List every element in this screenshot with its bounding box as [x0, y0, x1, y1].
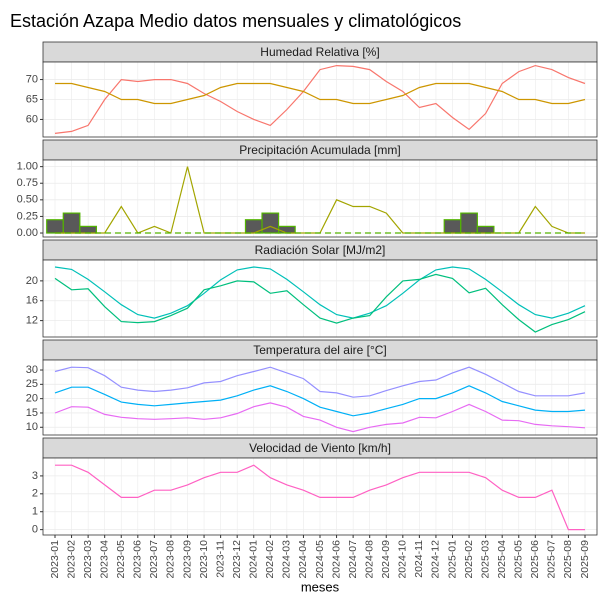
x-tick-label: 2024-06 [330, 540, 342, 579]
y-tick-label: 3 [32, 470, 38, 482]
x-tick-label: 2024-08 [363, 540, 375, 579]
x-tick-label: 2023-03 [82, 540, 94, 579]
line [54, 385, 586, 417]
bar [460, 212, 478, 234]
x-tick-label: 2023-02 [65, 540, 77, 579]
panel-title: Precipitación Acumulada [mm] [239, 143, 400, 157]
x-tick-label: 2024-01 [248, 540, 260, 579]
x-tick-label: 2024-10 [397, 540, 409, 579]
x-tick-label: 2023-05 [115, 540, 127, 579]
panel-border [42, 359, 598, 436]
x-tick-label: 2025-06 [529, 540, 541, 579]
x-tick-label: 2023-08 [165, 540, 177, 579]
y-tick-label: 15 [26, 407, 38, 419]
y-tick-label: 10 [26, 421, 38, 433]
panel-border [42, 159, 598, 238]
y-tick-label: 65 [26, 93, 38, 105]
x-tick-label: 2025-08 [562, 540, 574, 579]
panel-title: Humedad Relativa [%] [260, 45, 379, 59]
y-tick-label: 0.00 [17, 227, 38, 239]
x-axis-title: meses [301, 579, 340, 594]
y-tick-label: 70 [26, 73, 38, 85]
y-tick-label: 1.00 [17, 161, 38, 173]
x-tick-label: 2023-04 [98, 540, 110, 579]
bar [79, 225, 98, 234]
x-tick-label: 2024-09 [380, 540, 392, 579]
series-group [46, 166, 585, 234]
x-tick-label: 2025-01 [446, 540, 458, 579]
bar [62, 212, 81, 234]
x-tick-label: 2025-02 [463, 540, 475, 579]
bar [261, 212, 280, 234]
x-tick-label: 2023-07 [148, 540, 160, 579]
line [55, 464, 585, 531]
panel-border [42, 259, 598, 338]
x-tick-label: 2023-09 [181, 540, 193, 579]
x-tick-label: 2023-10 [198, 540, 210, 579]
x-tick-label: 2025-07 [546, 540, 558, 579]
panel-border [42, 61, 598, 138]
panel-title: Velocidad de Viento [km/h] [249, 441, 391, 455]
line [55, 82, 586, 105]
y-tick-label: 0 [32, 524, 38, 536]
y-tick-label: 2 [32, 488, 38, 500]
y-tick-label: 12 [26, 315, 38, 327]
y-tick-label: 0.25 [17, 210, 38, 222]
bar [476, 225, 495, 234]
x-tick-label: 2023-01 [49, 540, 61, 579]
x-tick-label: 2023-11 [214, 540, 226, 578]
x-tick-label: 2024-07 [347, 540, 359, 579]
x-tick-label: 2025-05 [513, 540, 525, 579]
x-tick-label: 2024-11 [413, 540, 425, 578]
y-tick-label: 20 [26, 275, 38, 287]
y-tick-label: 25 [26, 378, 38, 390]
y-tick-label: 0.75 [17, 177, 38, 189]
panel-title: Radiación Solar [MJ/m2] [255, 243, 386, 257]
x-tick-label: 2024-05 [314, 540, 326, 579]
y-tick-label: 20 [26, 393, 38, 405]
y-tick-label: 60 [26, 113, 38, 125]
x-tick-label: 2024-03 [281, 540, 293, 579]
series-group [54, 366, 586, 433]
line [54, 64, 586, 134]
chart-title: Estación Azapa Medio datos mensuales y c… [10, 11, 461, 31]
x-tick-label: 2025-04 [496, 540, 508, 579]
bar [443, 219, 462, 234]
series-group [55, 464, 585, 531]
y-tick-label: 30 [26, 364, 38, 376]
y-tick-label: 1 [32, 506, 38, 518]
y-tick-label: 0.50 [17, 194, 38, 206]
line [54, 366, 586, 398]
x-tick-label: 2023-12 [231, 540, 243, 579]
line [54, 266, 586, 319]
series-group [54, 266, 586, 333]
x-tick-label: 2025-09 [579, 540, 591, 579]
line [54, 402, 586, 433]
bar [46, 219, 64, 234]
x-tick-label: 2024-12 [430, 540, 442, 579]
x-tick-label: 2023-06 [132, 540, 144, 579]
x-tick-label: 2025-03 [479, 540, 491, 579]
x-tick-label: 2024-04 [297, 540, 309, 579]
panel-title: Temperatura del aire [°C] [253, 343, 387, 357]
bar [277, 225, 296, 234]
series-group [54, 64, 586, 134]
y-tick-label: 16 [26, 295, 38, 307]
line [54, 273, 586, 333]
x-tick-label: 2024-02 [264, 540, 276, 579]
